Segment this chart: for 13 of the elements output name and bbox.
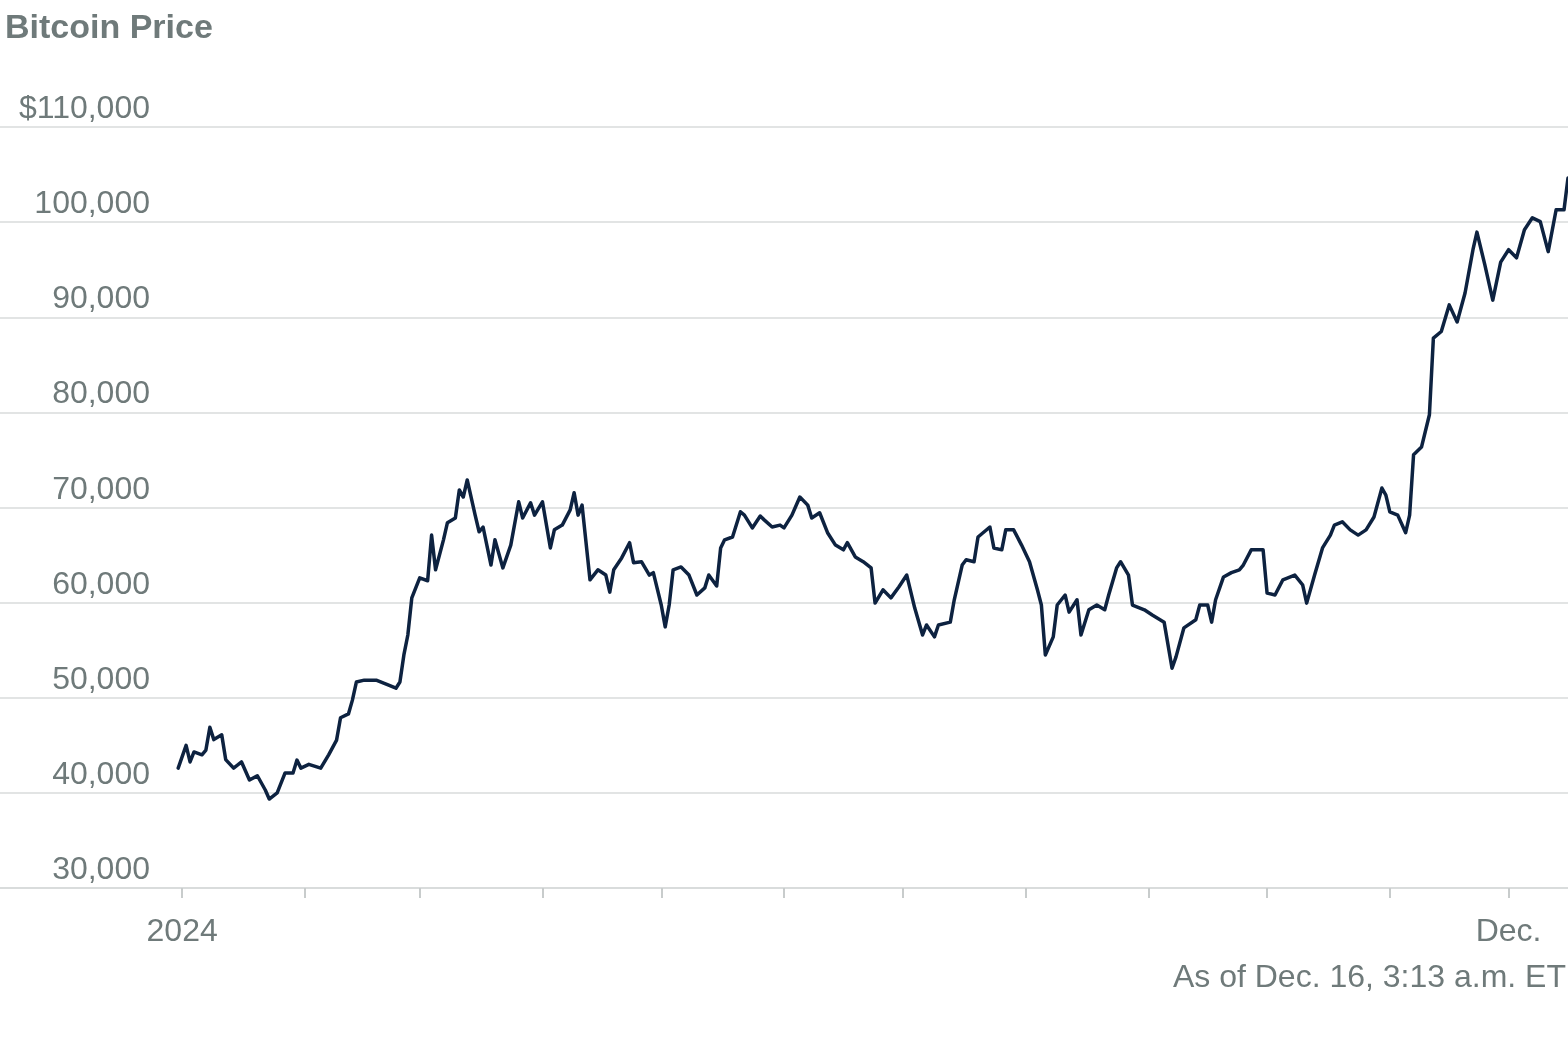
- x-tick-label: 2024: [146, 912, 218, 948]
- y-tick-label: 100,000: [34, 184, 150, 221]
- y-tick-label: 30,000: [52, 850, 150, 886]
- y-tick-label: 70,000: [52, 469, 150, 506]
- chart-title: Bitcoin Price: [5, 7, 213, 45]
- text: As of Dec. 16, 3:13 a.m. ET: [1172, 958, 1566, 994]
- y-tick-label: $110,000: [18, 89, 150, 125]
- y-tick-label: 60,000: [52, 564, 150, 601]
- x-tick-label: Dec.: [1475, 912, 1542, 948]
- y-tick-label: 50,000: [52, 659, 150, 696]
- y-tick-label: 80,000: [52, 374, 150, 411]
- y-tick-label: 90,000: [52, 279, 150, 316]
- y-tick-label: 40,000: [52, 754, 150, 791]
